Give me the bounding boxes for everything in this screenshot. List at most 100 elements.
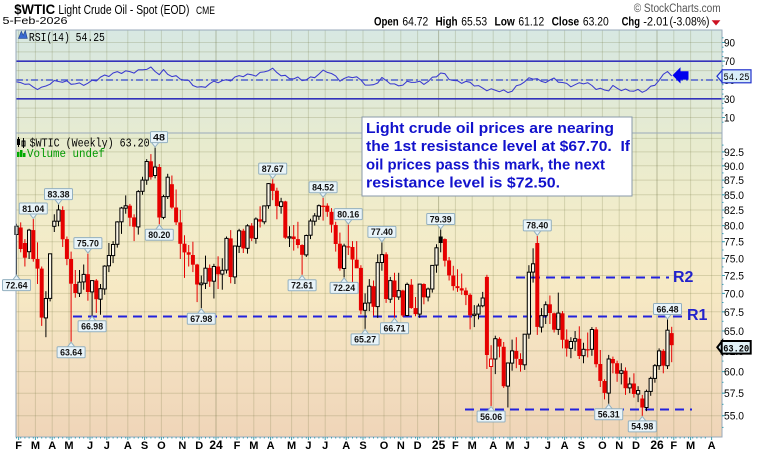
svg-text:A: A (342, 440, 350, 452)
svg-text:66.48: 66.48 (657, 304, 679, 315)
svg-text:72.61: 72.61 (291, 281, 314, 292)
svg-text:F: F (234, 440, 241, 452)
svg-text:J: J (545, 440, 551, 452)
svg-text:the 1st resistance level at $6: the 1st resistance level at $67.70. If (366, 138, 631, 155)
svg-text:Open: Open (374, 17, 399, 29)
svg-text:F: F (15, 440, 22, 452)
svg-text:O: O (380, 440, 389, 452)
svg-text:Chg: Chg (622, 17, 640, 29)
svg-text:30: 30 (724, 94, 735, 106)
svg-text:J: J (322, 440, 328, 452)
svg-text:67.98: 67.98 (190, 314, 212, 325)
svg-text:O: O (157, 440, 166, 452)
svg-text:75.0: 75.0 (724, 253, 744, 265)
svg-text:M: M (31, 440, 40, 452)
svg-text:85.0: 85.0 (724, 190, 744, 202)
svg-text:79.39: 79.39 (430, 214, 452, 225)
svg-text:90: 90 (724, 38, 735, 50)
svg-text:54.98: 54.98 (631, 422, 653, 433)
svg-text:© StockCharts.com: © StockCharts.com (634, 3, 721, 15)
svg-text:65.0: 65.0 (724, 326, 744, 338)
svg-text:J: J (305, 440, 311, 452)
svg-text:J: J (524, 440, 530, 452)
svg-text:D: D (632, 440, 640, 452)
svg-text:70.0: 70.0 (724, 288, 744, 300)
svg-text:F: F (452, 440, 459, 452)
svg-text:F: F (670, 440, 677, 452)
svg-text:M: M (249, 440, 258, 452)
svg-text:N: N (178, 440, 186, 452)
svg-text:M: M (287, 440, 296, 452)
svg-text:87.5: 87.5 (724, 175, 744, 187)
svg-text:oil prices pass this mark, the: oil prices pass this mark, the next (366, 156, 605, 173)
svg-text:83.38: 83.38 (48, 189, 70, 200)
svg-text:A: A (708, 440, 716, 452)
svg-text:56.06: 56.06 (480, 412, 502, 423)
svg-text:D: D (414, 440, 422, 452)
svg-text:Light crude oil prices are nea: Light crude oil prices are nearing (366, 120, 614, 137)
svg-text:A: A (561, 440, 569, 452)
svg-text:S: S (359, 440, 366, 452)
svg-text:66.71: 66.71 (384, 324, 407, 335)
svg-text:M: M (505, 440, 514, 452)
svg-text:D: D (195, 440, 203, 452)
svg-text:57.5: 57.5 (724, 388, 744, 400)
svg-text:70: 70 (724, 56, 735, 68)
svg-text:67.5: 67.5 (724, 307, 744, 319)
svg-text:80.0: 80.0 (724, 221, 744, 233)
svg-text:48: 48 (153, 132, 165, 143)
svg-text:24: 24 (209, 438, 223, 452)
svg-text:$WTIC: $WTIC (14, 1, 55, 17)
svg-text:77.40: 77.40 (371, 227, 393, 238)
svg-text:R1: R1 (687, 307, 708, 324)
svg-text:64.72: 64.72 (402, 17, 428, 29)
svg-text:M: M (686, 440, 695, 452)
svg-text:J: J (104, 440, 110, 452)
svg-text:High: High (436, 17, 458, 29)
svg-text:66.98: 66.98 (81, 322, 103, 333)
svg-text:$WTIC (Weekly) 63.20: $WTIC (Weekly) 63.20 (30, 138, 150, 151)
svg-text:Close: Close (552, 17, 580, 29)
svg-text:78.40: 78.40 (526, 221, 548, 232)
svg-text:72.64: 72.64 (6, 280, 29, 291)
svg-text:O: O (598, 440, 607, 452)
svg-text:CME: CME (196, 5, 215, 17)
svg-text:N: N (615, 440, 623, 452)
svg-text:Low: Low (495, 17, 515, 29)
svg-text:90.0: 90.0 (724, 161, 744, 173)
svg-text:M: M (64, 440, 73, 452)
svg-text:63.20: 63.20 (583, 17, 609, 29)
svg-text:80.20: 80.20 (148, 230, 170, 241)
svg-text:R2: R2 (673, 269, 694, 286)
svg-text:-2.01: -2.01 (643, 17, 668, 29)
svg-text:61.12: 61.12 (518, 17, 544, 29)
svg-text:resistance level is $72.50.: resistance level is $72.50. (366, 175, 560, 192)
svg-text:A: A (489, 440, 497, 452)
svg-text:63.20: 63.20 (723, 343, 749, 355)
svg-text:60.0: 60.0 (724, 367, 744, 379)
svg-text:S: S (578, 440, 585, 452)
svg-text:10: 10 (724, 113, 735, 125)
svg-text:26: 26 (650, 438, 664, 452)
svg-text:63.64: 63.64 (60, 348, 83, 359)
svg-text:92.5: 92.5 (724, 147, 744, 159)
svg-text:72.5: 72.5 (724, 271, 744, 283)
svg-text:87.67: 87.67 (262, 164, 284, 175)
svg-text:65.27: 65.27 (354, 335, 376, 346)
svg-text:84.52: 84.52 (312, 183, 334, 194)
svg-text:S: S (141, 440, 148, 452)
svg-text:77.5: 77.5 (724, 237, 744, 249)
svg-text:65.53: 65.53 (461, 17, 487, 29)
svg-text:Volume undef: Volume undef (27, 148, 105, 161)
svg-text:56.31: 56.31 (598, 410, 621, 421)
svg-text:54.25: 54.25 (724, 72, 750, 84)
svg-text:(-3.08%): (-3.08%) (670, 17, 710, 29)
svg-text:82.5: 82.5 (724, 205, 744, 217)
svg-text:55.0: 55.0 (724, 411, 744, 423)
svg-text:Light Crude Oil - Spot (EOD): Light Crude Oil - Spot (EOD) (58, 2, 189, 17)
svg-text:A: A (48, 440, 56, 452)
svg-text:A: A (124, 440, 132, 452)
svg-text:RSI(14) 54.25: RSI(14) 54.25 (29, 32, 105, 45)
svg-text:80.16: 80.16 (337, 209, 359, 220)
svg-text:75.70: 75.70 (77, 238, 99, 249)
